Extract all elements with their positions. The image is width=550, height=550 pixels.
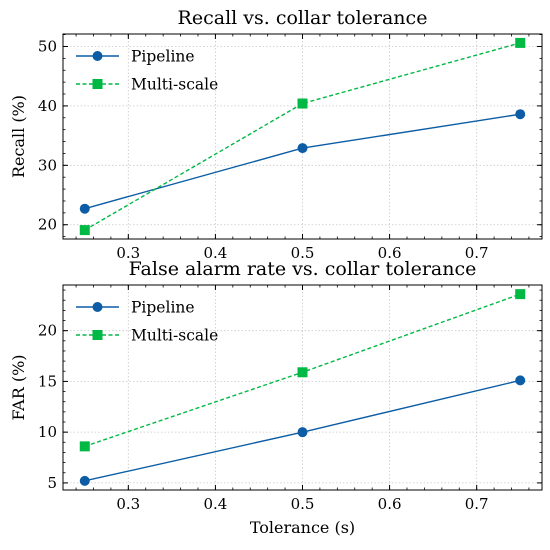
legend-label-pipeline: Pipeline — [131, 48, 195, 66]
x-tick-label-5: 0.7 — [465, 244, 489, 262]
legend-marker-multi-scale — [92, 79, 103, 89]
chart-panel-2: 0.3 0.4 0.5 0.6 0.7 5 10 15 20 False alarm rate v… — [9, 258, 543, 537]
y-axis-label: Recall (%) — [9, 95, 28, 178]
data-point-pipeline — [515, 109, 526, 120]
y-tick-label-2: 10 — [38, 423, 57, 441]
y-tick-label-1: 20 — [38, 216, 57, 234]
x-tick-label-4: 0.6 — [378, 495, 402, 513]
data-point-multi-scale — [297, 98, 308, 109]
data-point-pipeline — [515, 375, 526, 386]
y-tick-label-4: 20 — [38, 322, 57, 340]
x-tick-label-1: 0.3 — [116, 244, 140, 262]
data-point-pipeline — [297, 427, 308, 438]
x-tick-label-3: 0.5 — [291, 495, 315, 513]
x-tick-label-2: 0.4 — [203, 244, 227, 262]
x-tick-label-2: 0.4 — [203, 495, 227, 513]
legend-label-multi-scale: Multi-scale — [131, 327, 218, 345]
data-point-multi-scale — [79, 441, 90, 452]
data-point-multi-scale — [515, 37, 526, 48]
chart-title: False alarm rate vs. collar tolerance — [129, 258, 477, 280]
data-point-multi-scale — [297, 367, 308, 378]
y-axis-label: FAR (%) — [9, 354, 28, 420]
y-tick-label-2: 30 — [38, 156, 57, 174]
data-point-pipeline — [79, 203, 90, 214]
legend-label-multi-scale: Multi-scale — [131, 76, 218, 94]
y-tick-label-3: 40 — [38, 97, 57, 115]
chart-title: Recall vs. collar tolerance — [178, 7, 428, 29]
data-point-pipeline — [297, 143, 308, 154]
x-tick-label-1: 0.3 — [116, 495, 140, 513]
legend: Pipeline Multi-scale — [76, 48, 218, 94]
legend-marker-pipeline — [92, 51, 103, 61]
chart-panel-1: 0.3 0.4 0.5 0.6 0.7 20 30 40 50 Recall vs. collar… — [9, 7, 543, 262]
data-point-multi-scale — [515, 289, 526, 300]
legend: Pipeline Multi-scale — [76, 299, 218, 345]
x-tick-label-4: 0.6 — [378, 244, 402, 262]
legend-marker-multi-scale — [92, 330, 103, 340]
y-tick-label-4: 50 — [38, 37, 57, 55]
x-tick-label-3: 0.5 — [291, 244, 315, 262]
data-point-multi-scale — [79, 225, 90, 236]
y-tick-label-3: 15 — [38, 372, 57, 390]
data-point-pipeline — [79, 475, 90, 486]
x-tick-label-5: 0.7 — [465, 495, 489, 513]
x-axis-label: Tolerance (s) — [250, 518, 355, 537]
legend-label-pipeline: Pipeline — [131, 299, 195, 317]
y-tick-label-1: 5 — [47, 474, 57, 492]
legend-marker-pipeline — [92, 302, 103, 312]
